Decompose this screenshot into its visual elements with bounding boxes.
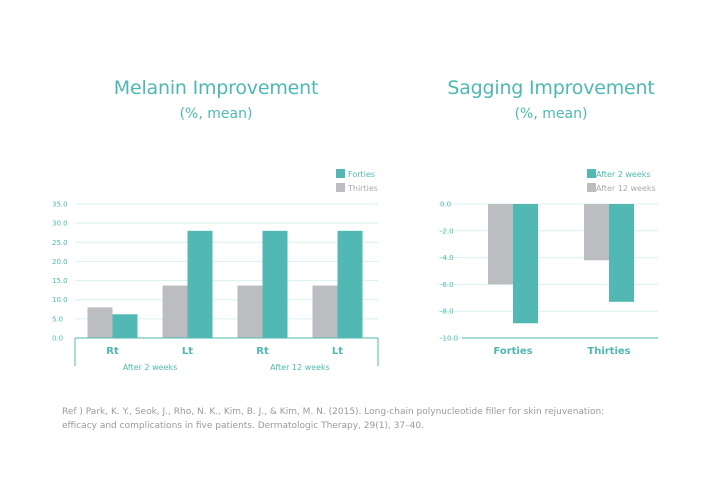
sagging-y-tick-label: -8.0	[440, 308, 454, 316]
melanin-bar-forties	[337, 230, 363, 338]
reference-line-1: Ref ) Park, K. Y., Seok, J., Rho, N. K.,…	[62, 407, 605, 417]
melanin-bar-forties	[262, 230, 288, 338]
melanin-y-tick-label: 0.0	[52, 335, 63, 343]
sagging-x-tick-label: Forties	[493, 346, 532, 357]
melanin-legend-swatch	[336, 169, 345, 178]
melanin-y-tick-label: 35.0	[52, 201, 68, 209]
reference-line-2: efficacy and complications in five patie…	[62, 421, 424, 431]
sagging-y-tick-label: 0.0	[440, 201, 451, 209]
melanin-group-bracket	[74, 338, 379, 366]
sagging-legend-swatch	[587, 183, 596, 192]
sagging-legend-swatch	[587, 169, 596, 178]
sagging-legend-label: After 12 weeks	[596, 184, 656, 193]
melanin-group-label: After 12 weeks	[270, 363, 330, 372]
sagging-bar-after-12-weeks	[488, 204, 513, 285]
melanin-y-tick-label: 30.0	[52, 220, 68, 228]
sagging-y-tick-label: -6.0	[440, 281, 454, 289]
melanin-bar-thirties	[237, 285, 263, 338]
melanin-legend-label: Thirties	[347, 184, 378, 193]
melanin-bar-thirties	[162, 285, 188, 338]
sagging-bar-after-12-weeks	[584, 204, 609, 261]
sagging-legend-label: After 2 weeks	[596, 170, 651, 179]
melanin-title: Melanin Improvement	[113, 77, 319, 99]
sagging-y-tick-label: -2.0	[440, 227, 454, 235]
melanin-y-tick-label: 10.0	[52, 296, 68, 304]
sagging-y-tick-label: -4.0	[440, 254, 454, 262]
melanin-bar-thirties	[87, 307, 113, 338]
melanin-y-tick-label: 5.0	[52, 315, 63, 323]
melanin-subtitle: (%, mean)	[179, 106, 253, 122]
melanin-x-tick-label: Rt	[106, 346, 119, 357]
melanin-y-tick-label: 25.0	[52, 239, 68, 247]
reference-citation: Ref ) Park, K. Y., Seok, J., Rho, N. K.,…	[62, 405, 622, 433]
sagging-bar-after-2-weeks	[609, 204, 634, 302]
melanin-group-label: After 2 weeks	[123, 363, 178, 372]
sagging-bar-after-2-weeks	[513, 204, 538, 324]
melanin-x-tick-label: Lt	[332, 346, 343, 357]
melanin-bar-forties	[112, 314, 138, 338]
melanin-y-tick-label: 20.0	[52, 258, 68, 266]
sagging-x-tick-label: Thirties	[587, 346, 630, 357]
melanin-legend-label: Forties	[348, 170, 375, 179]
melanin-bar-forties	[187, 230, 213, 338]
melanin-y-tick-label: 15.0	[52, 277, 68, 285]
melanin-x-tick-label: Lt	[182, 346, 193, 357]
sagging-title: Sagging Improvement	[447, 77, 655, 99]
melanin-legend-swatch	[336, 183, 345, 192]
melanin-bar-thirties	[312, 285, 338, 338]
sagging-subtitle: (%, mean)	[514, 106, 588, 122]
melanin-x-tick-label: Rt	[256, 346, 269, 357]
sagging-y-tick-label: -10.0	[440, 335, 458, 343]
